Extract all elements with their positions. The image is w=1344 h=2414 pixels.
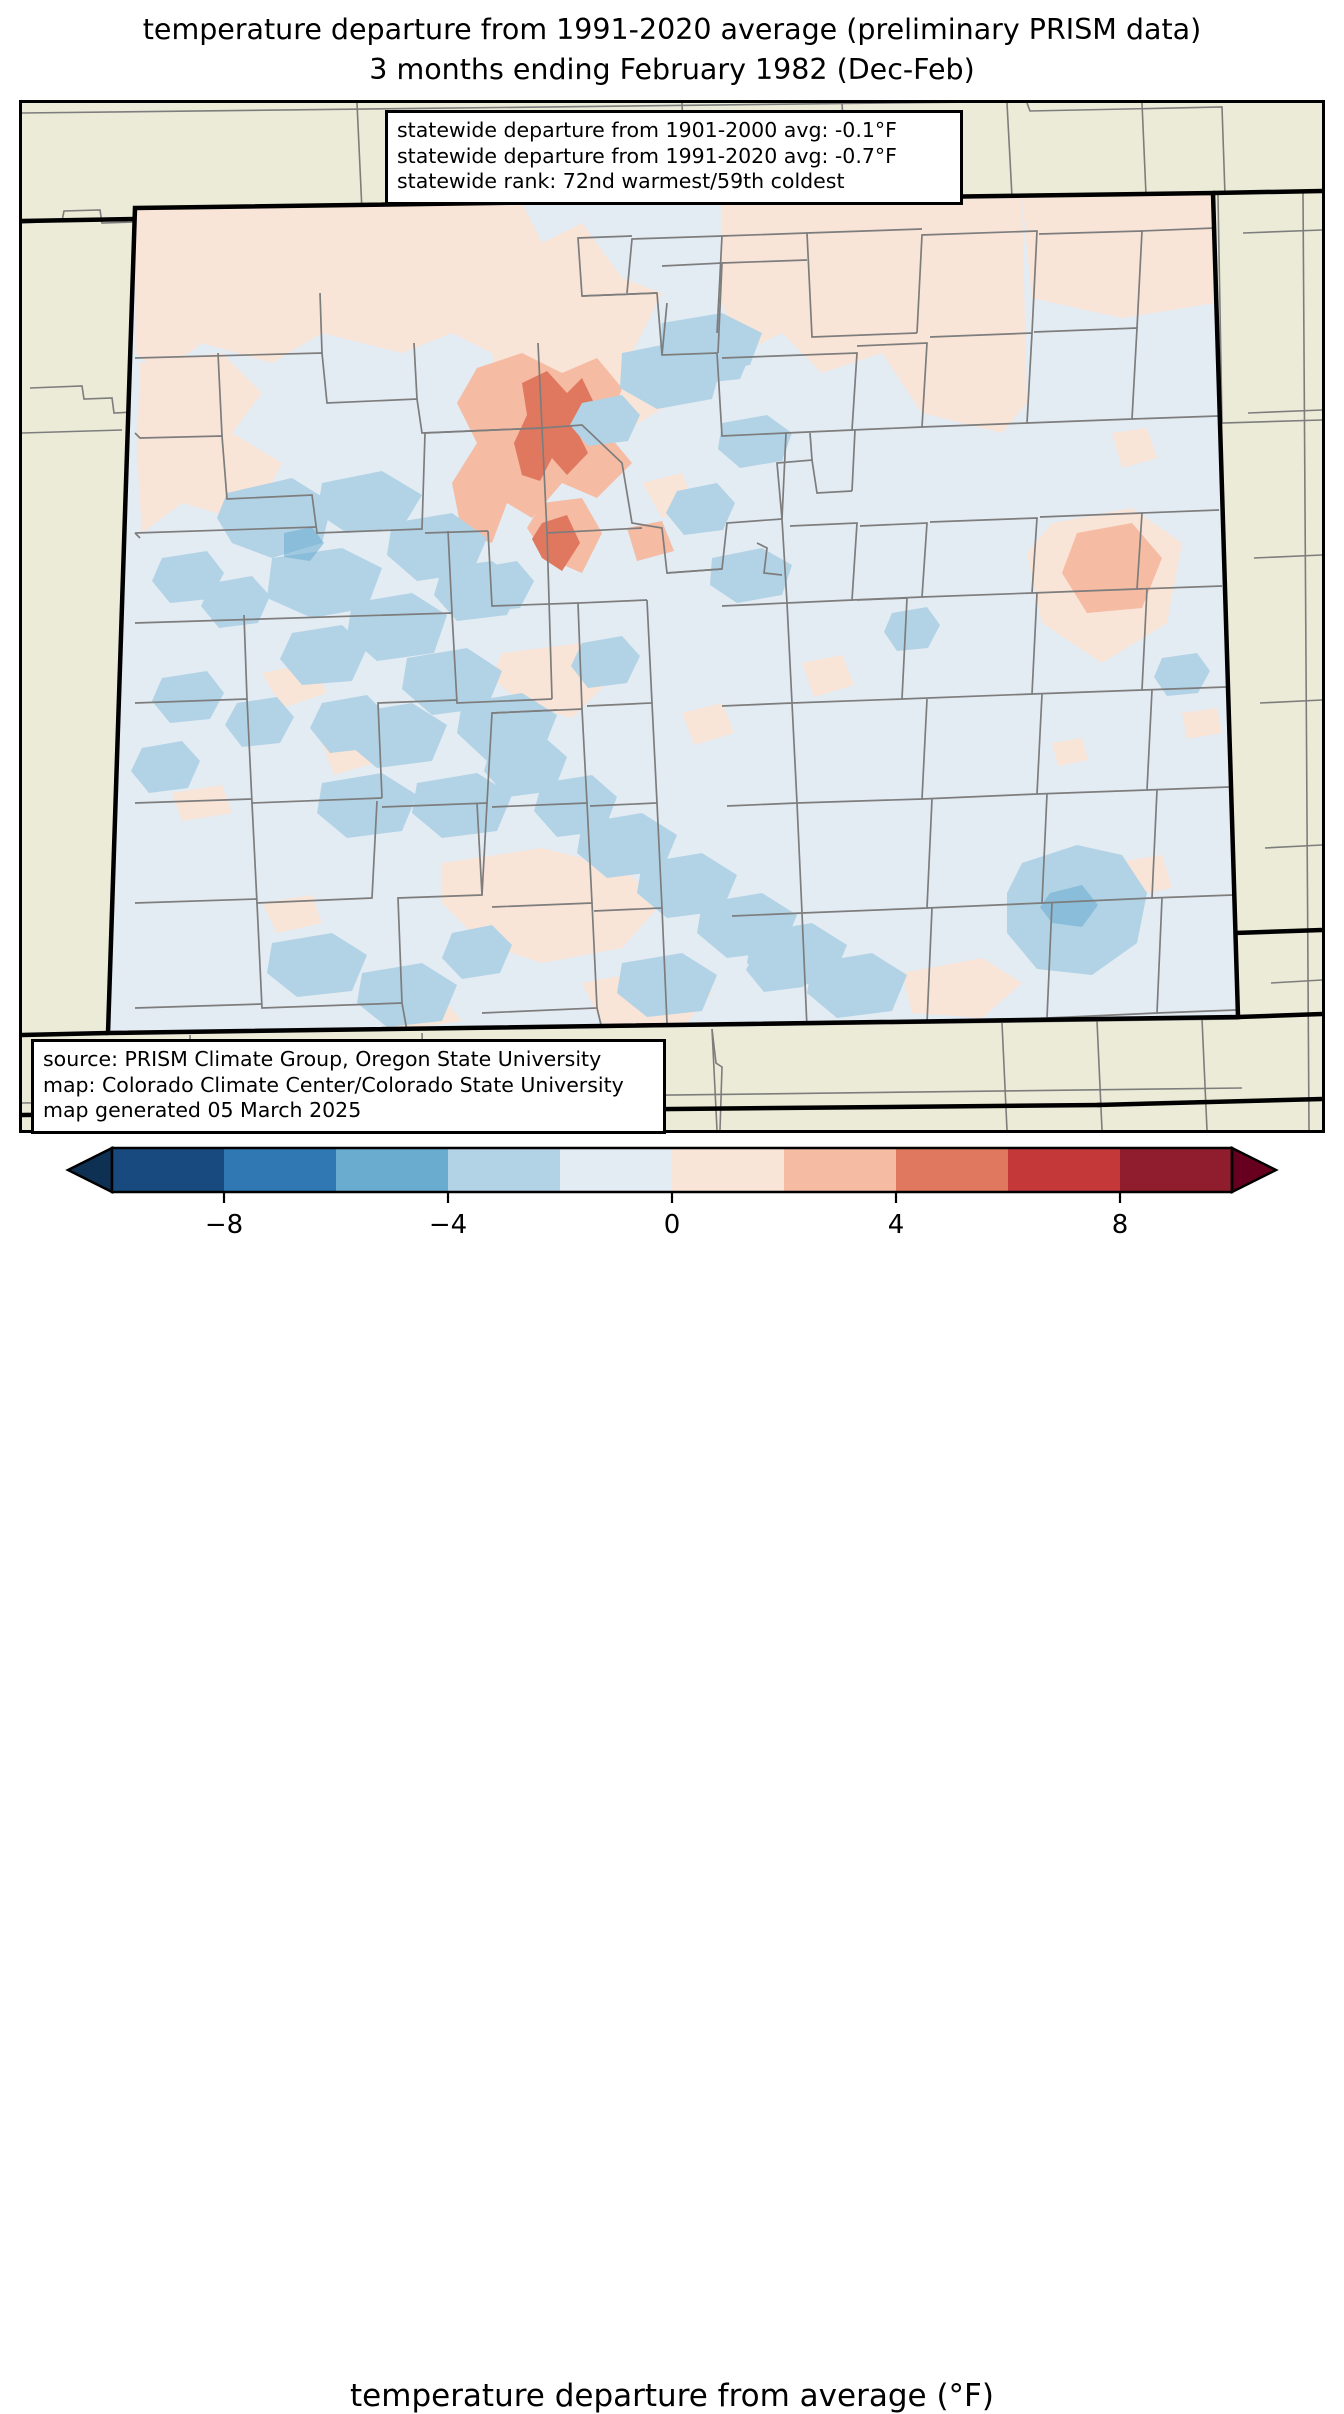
stats-rank: statewide rank: 72nd warmest/59th coldes… — [397, 169, 845, 193]
colorbar-panel: −8 −4 0 4 8 temperature departure from avera… — [0, 1140, 1344, 2414]
map-credit-line: map: Colorado Climate Center/Colorado St… — [43, 1072, 624, 1097]
colorbar-bands — [65, 1145, 1279, 1195]
colorbar-tick-label: 8 — [1112, 1210, 1129, 1240]
colorbar-tick-label: −8 — [205, 1210, 243, 1240]
source-line: source: PRISM Climate Group, Oregon Stat… — [43, 1047, 602, 1071]
colorbar-under-arrow — [65, 1145, 114, 1195]
colorbar-band — [336, 1148, 449, 1192]
colorbar-band — [896, 1148, 1009, 1192]
colorado-departure-map — [22, 103, 1322, 1130]
colorbar-band — [448, 1148, 561, 1192]
title-line-1: temperature departure from 1991-2020 ave… — [142, 13, 1202, 46]
page-title: temperature departure from 1991-2020 ave… — [0, 10, 1344, 90]
colorbar-band — [1120, 1148, 1233, 1192]
colorbar-band — [560, 1148, 673, 1192]
stats-departure-1991-2020: statewide departure from 1991-2020 avg: … — [397, 143, 897, 168]
colorbar-tick-label: −4 — [429, 1210, 467, 1240]
statewide-stats-box: statewide departure from 1901-2000 avg: … — [385, 110, 963, 205]
title-line-2: 3 months ending February 1982 (Dec-Feb) — [369, 53, 975, 86]
colorbar-axis-label: temperature departure from average (°F) — [350, 2378, 994, 2414]
colorbar-band — [784, 1148, 897, 1192]
colorbar: −8 −4 0 4 8 — [65, 1145, 1279, 1240]
colorbar-ticks: −8 −4 0 4 8 — [205, 1192, 1128, 1240]
map-panel — [19, 100, 1325, 1133]
colorbar-over-arrow — [1230, 1145, 1279, 1195]
colorado-county-lines — [134, 227, 1237, 1032]
colorbar-band — [112, 1148, 225, 1192]
colorbar-band — [1008, 1148, 1121, 1192]
climate-map-page: temperature departure from 1991-2020 ave… — [0, 10, 1344, 2414]
map-generated-line: map generated 05 March 2025 — [43, 1098, 362, 1122]
temperature-departure-raster — [108, 193, 1238, 1033]
colorbar-tick-label: 4 — [888, 1210, 905, 1240]
colorbar-band — [672, 1148, 785, 1192]
colorbar-tick-label: 0 — [664, 1210, 681, 1240]
source-credits-box: source: PRISM Climate Group, Oregon Stat… — [31, 1039, 666, 1134]
stats-departure-1901-2000: statewide departure from 1901-2000 avg: … — [397, 118, 897, 142]
colorbar-band — [224, 1148, 337, 1192]
